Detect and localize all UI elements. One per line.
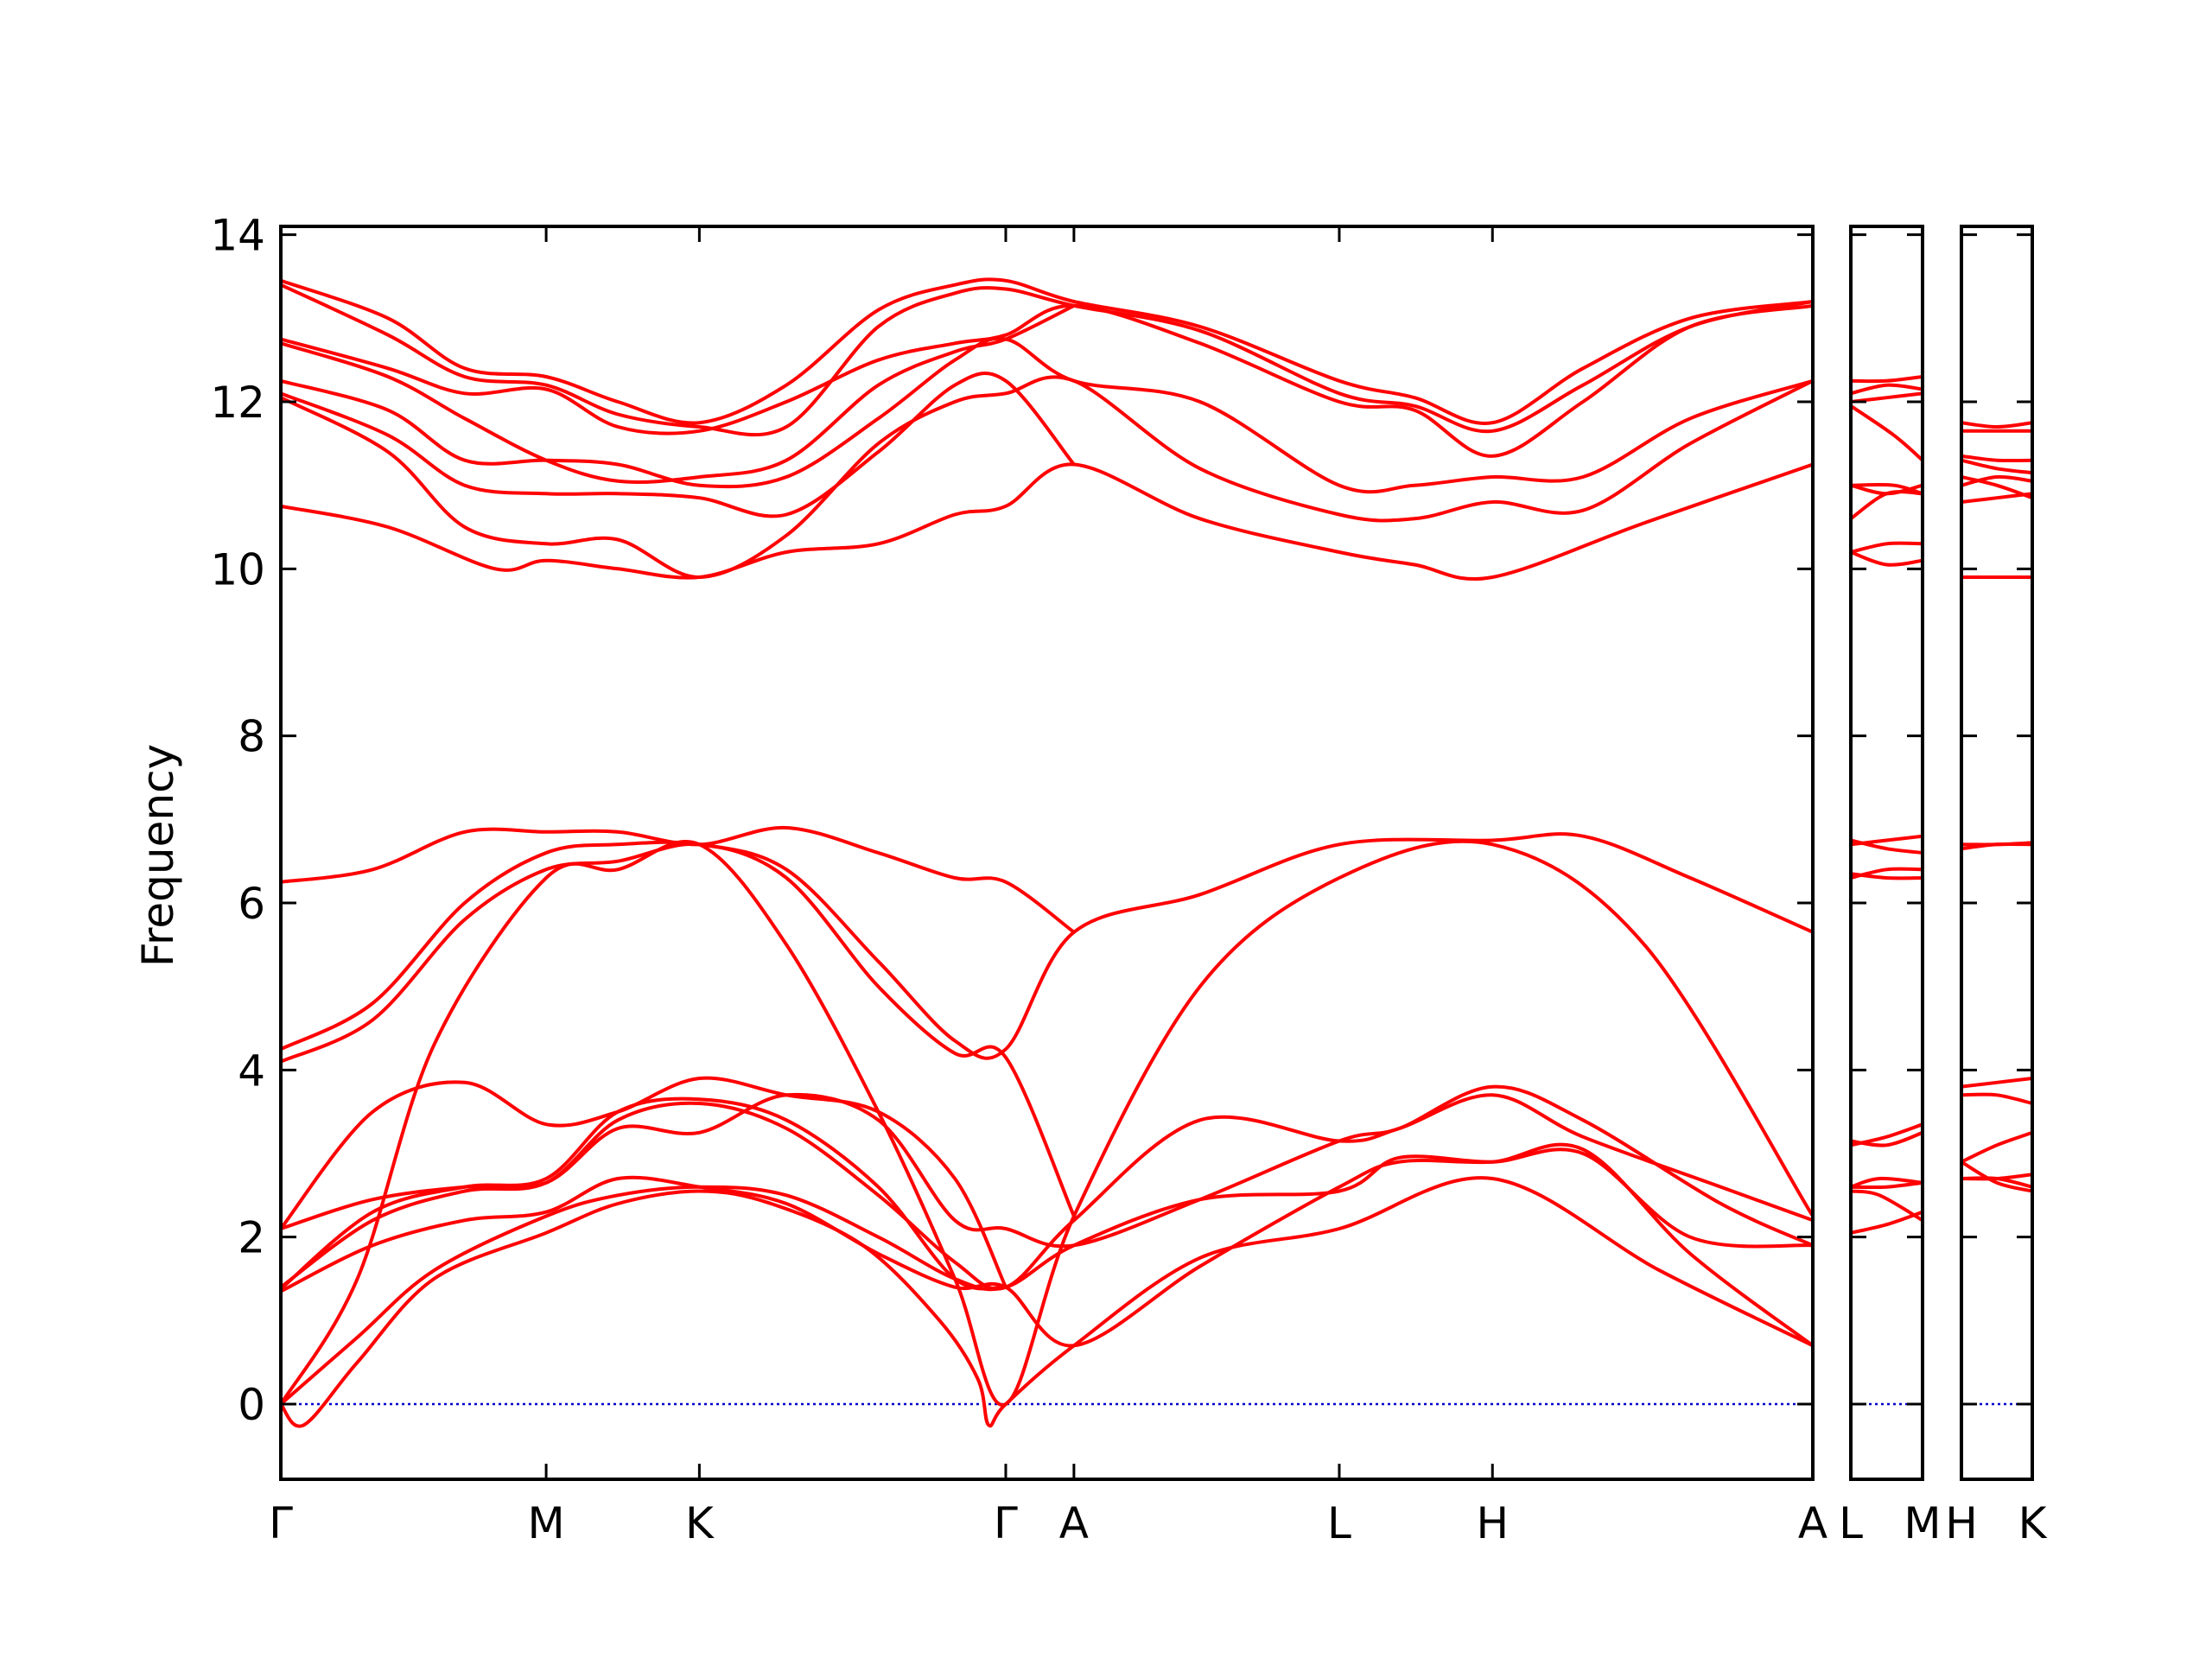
band-H-K-5: [1961, 1092, 2032, 1105]
bands-H-K: [1961, 421, 2032, 1193]
band-H-K-6: [1961, 1077, 2032, 1089]
band-H-K-14: [1961, 454, 2032, 463]
band-main-17: [281, 303, 1813, 458]
band-L-M-18: [1851, 383, 1923, 396]
band-L-M-19: [1851, 375, 1923, 384]
band-L-M-2: [1851, 1189, 1923, 1223]
band-L-M-13: [1851, 490, 1923, 521]
band-main-14: [281, 372, 1076, 518]
x-tick-label-M: M: [528, 1498, 565, 1548]
y-tick-label: 8: [238, 712, 265, 762]
x-tick-label-H: H: [1476, 1498, 1509, 1548]
x-tick-label-K: K: [685, 1498, 715, 1548]
band-H-K-16: [1961, 421, 2032, 429]
band-L-M-16: [1851, 404, 1923, 462]
band-main-13: [281, 375, 1813, 580]
x-tick-label-Γ: Γ: [269, 1498, 293, 1548]
y-tick-label: 6: [238, 879, 265, 929]
panel-frame: [1849, 225, 1924, 1481]
bands-L-M: [1851, 375, 1923, 1235]
band-main-3: [281, 1142, 1813, 1348]
band-L-M-14: [1851, 483, 1923, 496]
band-L-M-12: [1851, 550, 1923, 567]
band-main-11: [281, 825, 1076, 934]
band-H-K-4: [1961, 1130, 2032, 1164]
band-main-19: [281, 277, 1813, 425]
y-tick-label: 12: [210, 378, 265, 428]
band-L-M-10: [1851, 838, 1923, 855]
y-axis-label: Frequency: [133, 744, 183, 967]
bands-main: [281, 277, 1813, 1428]
band-H-K-8: [1961, 841, 2032, 847]
band-L-M-8: [1851, 872, 1923, 880]
x-tick-label-L: L: [1327, 1498, 1351, 1548]
band-L-M-4: [1851, 1180, 1923, 1190]
band-main-15: [281, 336, 1813, 494]
x-tick-label-A: A: [1059, 1498, 1089, 1548]
band-H-K-13: [1961, 458, 2032, 475]
band-main-16: [281, 303, 1076, 484]
panel-frame: [279, 225, 1815, 1481]
x-tick-label-H: H: [1945, 1498, 1978, 1548]
band-main-5: [281, 1096, 1007, 1291]
band-H-K-12: [1961, 474, 2032, 487]
x-tick-label-L: L: [1839, 1498, 1863, 1548]
band-main-7: [281, 1076, 1007, 1289]
band-main-9: [281, 842, 1076, 1218]
band-L-M-6: [1851, 1130, 1923, 1147]
band-L-M-15: [1851, 482, 1923, 496]
band-main-18: [281, 283, 1813, 437]
band-main-10: [281, 832, 1813, 1060]
y-tick-label: 10: [210, 544, 265, 594]
band-L-M-11: [1851, 541, 1923, 554]
x-tick-label-M: M: [1904, 1498, 1941, 1548]
band-H-K-2: [1961, 1173, 2032, 1181]
panel-frame: [1960, 225, 2034, 1481]
y-tick-label: 2: [238, 1213, 265, 1263]
y-tick-label: 14: [210, 211, 265, 261]
band-main-12: [281, 462, 1813, 582]
x-tick-label-A: A: [1798, 1498, 1827, 1548]
y-tick-label: 4: [238, 1046, 265, 1096]
y-tick-label: 0: [238, 1380, 265, 1430]
band-main-6: [281, 1084, 1813, 1249]
band-main-1: [281, 1176, 1813, 1428]
band-H-K-3: [1961, 1160, 2032, 1193]
x-tick-label-K: K: [2018, 1498, 2048, 1548]
band-H-K-11: [1961, 475, 2032, 500]
x-tick-label-Γ: Γ: [994, 1498, 1018, 1548]
band-L-M-3: [1851, 1176, 1923, 1189]
band-main-8: [281, 839, 1813, 1407]
